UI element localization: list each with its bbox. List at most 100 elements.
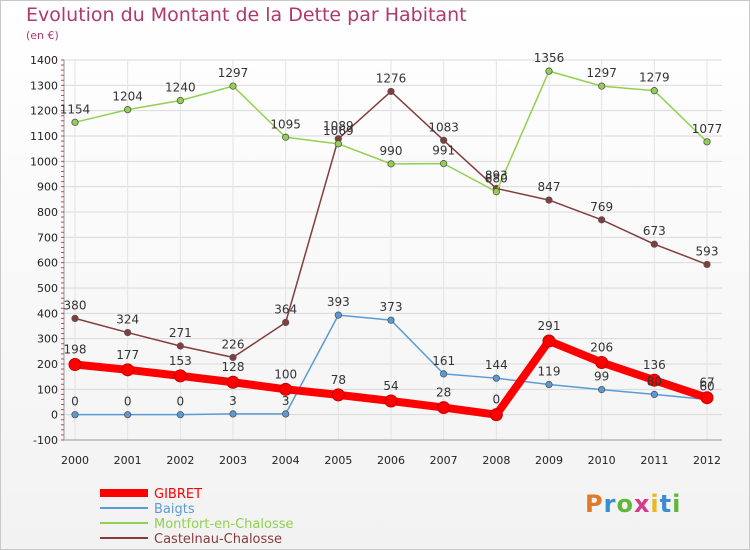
data-label: 1276 (376, 71, 407, 85)
data-label: 1356 (534, 51, 565, 65)
data-label: 0 (71, 395, 79, 409)
data-point (387, 87, 395, 96)
data-point (703, 138, 711, 146)
data-point (650, 240, 658, 248)
data-point (279, 382, 293, 396)
data-label: 119 (538, 365, 561, 379)
data-label: 373 (380, 300, 403, 314)
data-label: 128 (222, 360, 245, 374)
data-label: 78 (331, 373, 346, 387)
logo-letter: o (616, 490, 634, 518)
chart-subtitle: (en €) (26, 29, 59, 42)
data-label: 271 (169, 326, 192, 340)
data-label: 226 (222, 337, 245, 351)
x-tick-label: 2010 (588, 454, 616, 467)
data-point (489, 408, 503, 422)
data-label: 769 (590, 200, 613, 214)
legend-label: Baigts (154, 502, 195, 517)
data-point (124, 106, 132, 114)
data-label: 990 (380, 144, 403, 158)
x-tick-label: 2012 (693, 454, 721, 467)
y-tick-label: 1300 (30, 79, 58, 92)
data-label: 60 (699, 379, 714, 393)
data-label: 1204 (112, 90, 143, 104)
data-point (387, 160, 395, 168)
data-label: 324 (116, 313, 139, 327)
y-tick-label: 200 (37, 358, 58, 371)
x-tick-label: 2011 (640, 454, 668, 467)
data-point (176, 342, 184, 350)
data-point (703, 260, 711, 269)
y-tick-label: 300 (37, 333, 58, 346)
data-point (647, 373, 661, 387)
data-point (700, 391, 714, 405)
legend-label: Castelnau-Chalosse (154, 532, 282, 547)
proxiti-logo: Proxiti (585, 490, 681, 518)
data-point (176, 411, 184, 419)
data-label: 1154 (60, 102, 91, 116)
data-point (492, 188, 500, 196)
data-label: 206 (590, 340, 613, 354)
x-tick-label: 2009 (535, 454, 563, 467)
data-label: 1297 (218, 66, 249, 80)
data-label: 0 (177, 395, 185, 409)
data-label: 0 (493, 393, 501, 407)
data-label: 80 (647, 374, 662, 388)
x-tick-label: 2000 (61, 454, 89, 467)
data-point (334, 311, 342, 319)
data-label: 0 (124, 395, 132, 409)
x-tick-label: 2008 (482, 454, 510, 467)
legend-label: GIBRET (154, 487, 202, 502)
data-label: 99 (594, 370, 609, 384)
data-label: 100 (274, 367, 297, 381)
data-point (598, 385, 606, 394)
data-label: 3 (229, 394, 237, 408)
data-label: 1240 (165, 81, 196, 95)
data-point (121, 363, 135, 377)
data-point (173, 369, 187, 383)
data-point (650, 390, 658, 398)
data-point (226, 375, 240, 389)
y-tick-label: 1100 (30, 130, 58, 143)
data-point (124, 328, 132, 337)
data-label: 393 (327, 295, 350, 309)
data-point (124, 411, 132, 419)
data-label: 1279 (639, 71, 670, 85)
data-label: 67 (699, 376, 714, 390)
logo-letter: i (650, 490, 660, 518)
data-point (595, 355, 609, 369)
data-label: 136 (643, 358, 666, 372)
y-tick-label: 800 (37, 206, 58, 219)
data-point (545, 380, 553, 389)
data-label: 1083 (428, 120, 459, 134)
data-label: 364 (274, 302, 297, 316)
data-label: 893 (485, 168, 508, 182)
logo-letter: i (672, 490, 682, 518)
chart-title: Evolution du Montant de la Dette par Hab… (26, 4, 467, 26)
data-label: 1089 (323, 119, 354, 133)
y-tick-label: 1000 (30, 155, 58, 168)
logo-letter: P (585, 490, 604, 518)
data-label: 144 (485, 358, 508, 372)
data-label: 673 (643, 224, 666, 238)
data-point (440, 136, 448, 144)
data-point (282, 133, 290, 141)
data-point (334, 140, 342, 148)
data-label: 177 (116, 348, 139, 362)
x-tick-label: 2001 (114, 454, 142, 467)
data-point (282, 318, 290, 327)
data-label: 161 (432, 354, 455, 368)
data-label: 880 (485, 172, 508, 186)
x-tick-label: 2004 (272, 454, 300, 467)
data-point (437, 401, 451, 415)
data-point (71, 118, 79, 126)
data-point (492, 374, 500, 382)
y-tick-label: 400 (37, 307, 58, 320)
data-label: 380 (64, 298, 87, 312)
x-tick-label: 2007 (430, 454, 458, 467)
data-point (229, 410, 237, 418)
legend-label: Montfort-en-Chalosse (154, 517, 294, 532)
data-point (440, 160, 448, 168)
